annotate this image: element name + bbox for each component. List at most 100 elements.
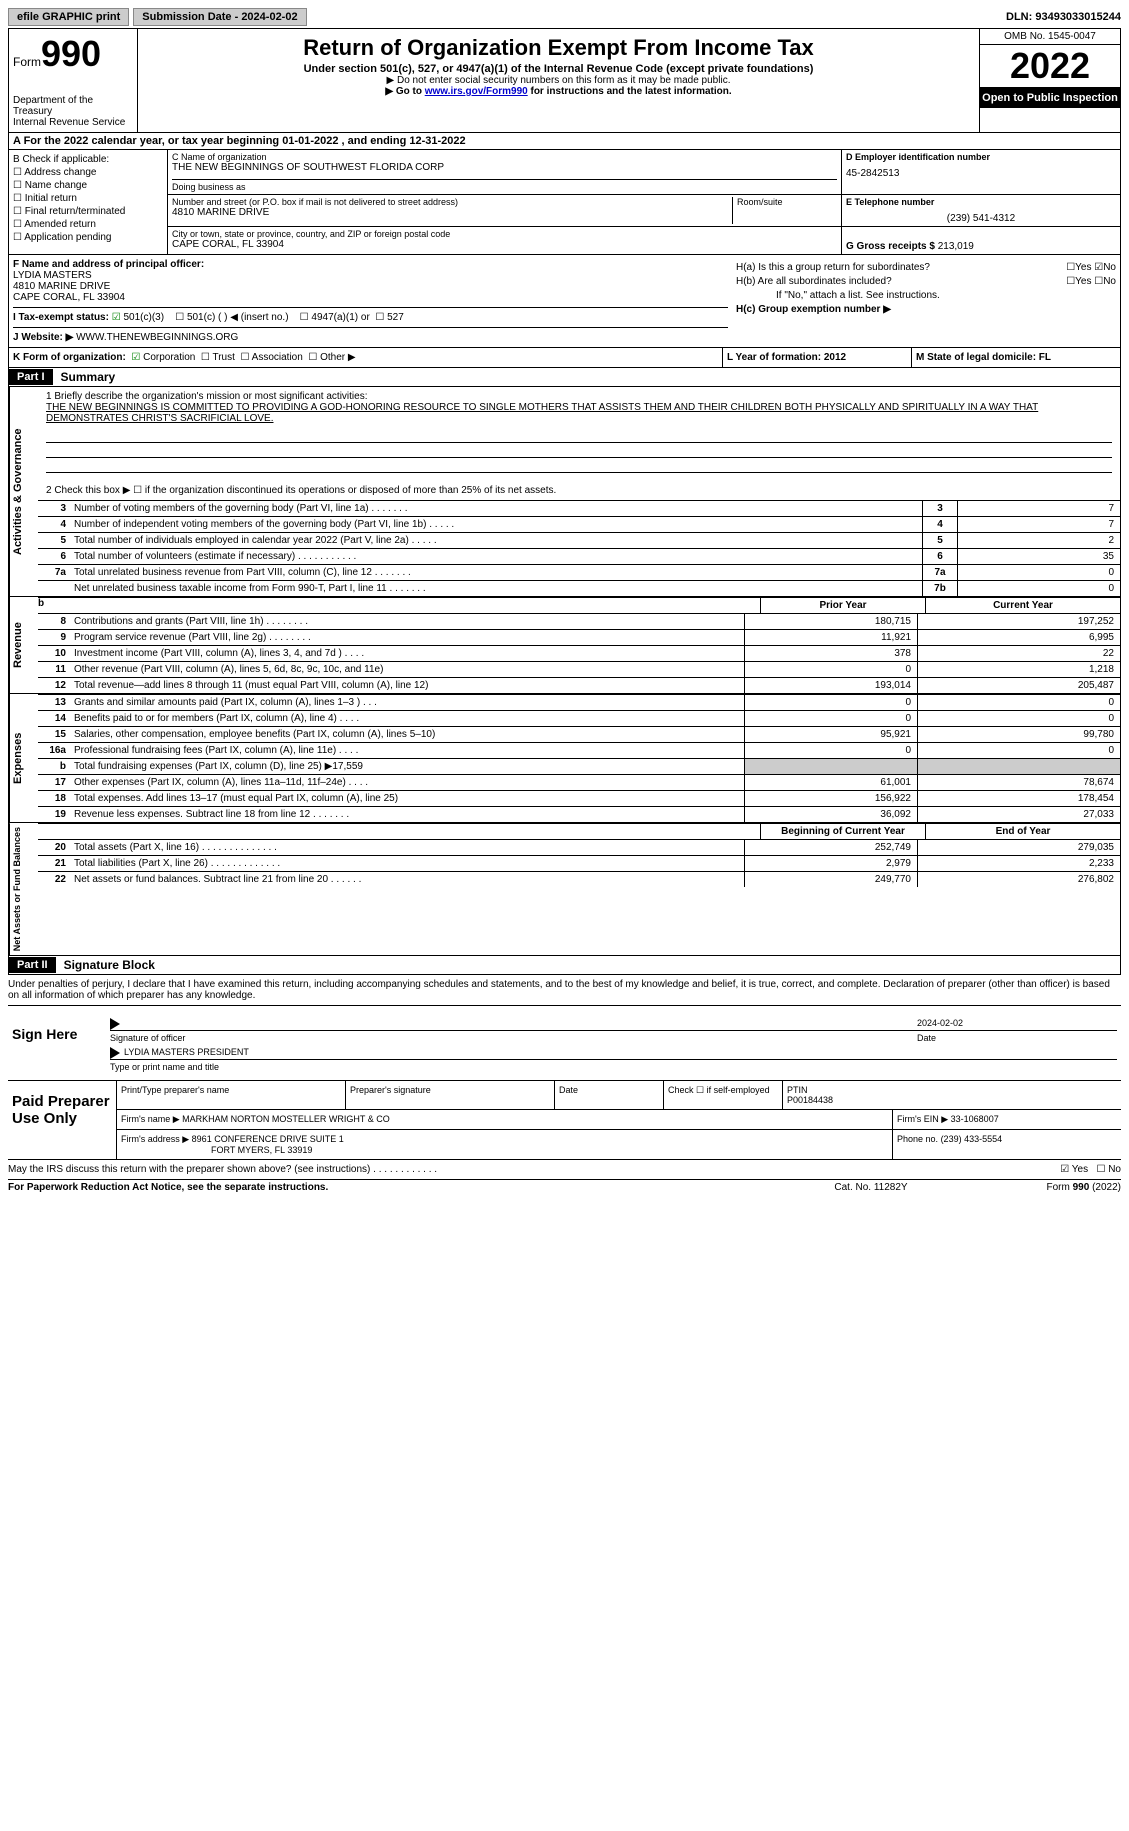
part2-header: Part II Signature Block xyxy=(8,956,1121,975)
discuss-row: May the IRS discuss this return with the… xyxy=(8,1160,1121,1179)
discuss-no[interactable]: ☐ No xyxy=(1096,1164,1121,1175)
dln-label: DLN: 93493033015244 xyxy=(1006,11,1121,23)
check-527[interactable]: 527 xyxy=(375,312,403,323)
firm-ein: 33-1068007 xyxy=(951,1114,999,1124)
header-mid: Return of Organization Exempt From Incom… xyxy=(138,29,979,132)
gross-value: 213,019 xyxy=(938,241,974,252)
firm-addr2: FORT MYERS, FL 33919 xyxy=(211,1145,312,1155)
form-prefix: Form xyxy=(13,55,41,69)
k-label: K Form of organization: xyxy=(13,352,126,363)
check-501c3[interactable]: 501(c)(3) xyxy=(112,312,164,323)
city-label: City or town, state or province, country… xyxy=(172,229,837,239)
org-name-label: C Name of organization xyxy=(172,152,837,162)
row-a: A For the 2022 calendar year, or tax yea… xyxy=(8,133,1121,150)
goto-post: for instructions and the latest informat… xyxy=(528,86,732,97)
room-label: Room/suite xyxy=(737,197,837,207)
gross-label: G Gross receipts $ xyxy=(846,241,935,252)
sign-block: Sign Here 2024-02-02 Signature of office… xyxy=(8,1006,1121,1081)
tax-exempt-label: I Tax-exempt status: xyxy=(13,312,109,323)
mission-text: THE NEW BEGINNINGS IS COMMITTED TO PROVI… xyxy=(46,402,1112,424)
website-value: WWW.THENEWBEGINNINGS.ORG xyxy=(76,332,238,343)
hb-label: H(b) Are all subordinates included? xyxy=(736,276,892,287)
signer-name: LYDIA MASTERS PRESIDENT xyxy=(124,1047,249,1059)
end-year-header: End of Year xyxy=(925,824,1120,839)
state-domicile: M State of legal domicile: FL xyxy=(916,352,1051,363)
check-initial[interactable]: Initial return xyxy=(13,193,163,204)
check-4947[interactable]: 4947(a)(1) or xyxy=(300,312,370,323)
dept-label: Department of the Treasury xyxy=(13,95,133,117)
tel-value: (239) 541-4312 xyxy=(846,213,1116,224)
check-address[interactable]: Address change xyxy=(13,167,163,178)
efile-print-button[interactable]: efile GRAPHIC print xyxy=(8,8,129,26)
submission-date-button[interactable]: Submission Date - 2024-02-02 xyxy=(133,8,306,26)
year-formation: L Year of formation: 2012 xyxy=(727,352,846,363)
open-inspection: Open to Public Inspection xyxy=(980,88,1120,108)
arrow-icon xyxy=(110,1047,120,1059)
website-label: J Website: ▶ xyxy=(13,332,76,343)
begin-year-header: Beginning of Current Year xyxy=(760,824,925,839)
dba-label: Doing business as xyxy=(172,179,837,192)
revenue-label: Revenue xyxy=(9,597,38,693)
header-right: OMB No. 1545-0047 2022 Open to Public In… xyxy=(979,29,1120,132)
part2-label: Part II xyxy=(9,957,56,973)
check-corp[interactable]: Corporation xyxy=(131,352,195,363)
check-assoc[interactable]: Association xyxy=(240,352,302,363)
netassets-label: Net Assets or Fund Balances xyxy=(9,823,38,955)
prep-selfemp: Check ☐ if self-employed xyxy=(664,1081,783,1109)
street-address: 4810 MARINE DRIVE xyxy=(172,207,732,218)
col-b-title: B Check if applicable: xyxy=(13,154,163,165)
form-header: Form990 Department of the Treasury Inter… xyxy=(8,28,1121,133)
org-name: THE NEW BEGINNINGS OF SOUTHWEST FLORIDA … xyxy=(172,162,837,173)
form-ref: Form 990 (2022) xyxy=(971,1182,1121,1193)
firm-addr1: 8961 CONFERENCE DRIVE SUITE 1 xyxy=(192,1134,344,1144)
officer-label: F Name and address of principal officer: xyxy=(13,259,204,270)
main-grid: B Check if applicable: Address change Na… xyxy=(8,150,1121,255)
date-label: Date xyxy=(917,1033,1117,1043)
officer-addr1: 4810 MARINE DRIVE xyxy=(13,281,728,292)
ein-label: D Employer identification number xyxy=(846,152,1116,162)
header-left: Form990 Department of the Treasury Inter… xyxy=(9,29,138,132)
ptin-label: PTIN xyxy=(787,1085,808,1095)
form-subtitle: Under section 501(c), 527, or 4947(a)(1)… xyxy=(142,63,975,75)
phone-value: (239) 433-5554 xyxy=(941,1134,1003,1144)
city-value: CAPE CORAL, FL 33904 xyxy=(172,239,837,250)
sig-date: 2024-02-02 xyxy=(917,1018,1117,1030)
discuss-yes[interactable]: ☑ Yes xyxy=(1060,1164,1088,1175)
check-501c[interactable]: 501(c) ( ) ◀ (insert no.) xyxy=(175,312,288,323)
check-amended[interactable]: Amended return xyxy=(13,219,163,230)
ssn-warning: ▶ Do not enter social security numbers o… xyxy=(142,75,975,86)
line2: 2 Check this box ▶ ☐ if the organization… xyxy=(38,481,1120,500)
prep-name-header: Print/Type preparer's name xyxy=(117,1081,346,1109)
expenses-label: Expenses xyxy=(9,694,38,822)
check-trust[interactable]: Trust xyxy=(201,352,235,363)
goto-pre: ▶ Go to xyxy=(385,86,424,97)
check-name[interactable]: Name change xyxy=(13,180,163,191)
firm-addr-label: Firm's address ▶ xyxy=(121,1134,189,1144)
preparer-block: Paid Preparer Use Only Print/Type prepar… xyxy=(8,1081,1121,1160)
revenue-section: Revenue b Prior Year Current Year 8Contr… xyxy=(8,597,1121,694)
irs-link[interactable]: www.irs.gov/Form990 xyxy=(425,86,528,97)
prior-year-header: Prior Year xyxy=(760,598,925,613)
bottom-line: For Paperwork Reduction Act Notice, see … xyxy=(8,1179,1121,1193)
part2-title: Signature Block xyxy=(56,956,163,974)
phone-label: Phone no. xyxy=(897,1134,938,1144)
arrow-icon xyxy=(110,1018,120,1030)
row-fgh: F Name and address of principal officer:… xyxy=(8,255,1121,348)
prep-date-header: Date xyxy=(555,1081,664,1109)
check-pending[interactable]: Application pending xyxy=(13,232,163,243)
col-b: B Check if applicable: Address change Na… xyxy=(9,150,168,254)
form-number: 990 xyxy=(41,33,101,74)
current-year-header: Current Year xyxy=(925,598,1120,613)
paperwork-notice: For Paperwork Reduction Act Notice, see … xyxy=(8,1182,771,1193)
officer-name: LYDIA MASTERS xyxy=(13,270,728,281)
ha-label: H(a) Is this a group return for subordin… xyxy=(736,262,930,273)
check-other[interactable]: Other ▶ xyxy=(308,352,355,363)
top-bar: efile GRAPHIC print Submission Date - 20… xyxy=(8,8,1121,26)
form-title: Return of Organization Exempt From Incom… xyxy=(142,35,975,61)
check-final[interactable]: Final return/terminated xyxy=(13,206,163,217)
firm-name-label: Firm's name ▶ xyxy=(121,1114,180,1124)
expenses-section: Expenses 13Grants and similar amounts pa… xyxy=(8,694,1121,823)
firm-name: MARKHAM NORTON MOSTELLER WRIGHT & CO xyxy=(182,1114,390,1124)
part1-title: Summary xyxy=(53,368,124,386)
ptin-value: P00184438 xyxy=(787,1095,833,1105)
